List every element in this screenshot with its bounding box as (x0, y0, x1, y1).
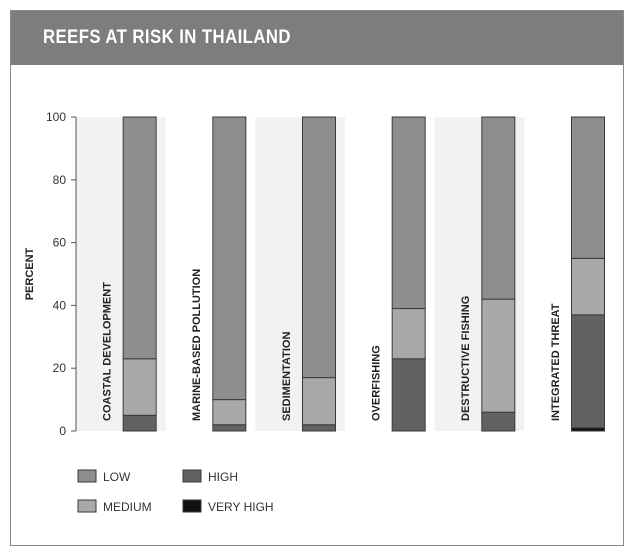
y-tick-label: 0 (59, 424, 66, 438)
category-label: SEDIMENTATION (281, 332, 293, 421)
bar-segment-medium (570, 257, 605, 316)
bar-segment-medium (481, 298, 516, 413)
y-tick-label: 20 (53, 361, 67, 375)
y-tick-label: 40 (53, 298, 67, 312)
legend-label: MEDIUM (103, 500, 152, 514)
y-tick-label: 60 (53, 236, 67, 250)
bar-segment-medium (122, 358, 157, 416)
category-label: MARINE-BASED POLLUTION (191, 269, 203, 421)
legend-label: LOW (103, 470, 131, 484)
bar-segment-high (212, 424, 247, 432)
bar-segment-high (391, 358, 426, 432)
legend-label: HIGH (208, 470, 238, 484)
bar-segment-low (122, 116, 157, 360)
bar-segment-low (212, 116, 247, 401)
category-label: COASTAL DEVELOPMENT (101, 282, 113, 421)
y-tick-label: 80 (53, 173, 67, 187)
legend-swatch-high (182, 469, 202, 483)
legend-label: VERY HIGH (208, 500, 274, 514)
category-label: DESTRUCTIVE FISHING (460, 296, 472, 421)
legend-swatch-low (77, 469, 97, 483)
bar-segment-low (570, 116, 605, 259)
chart-header: REEFS AT RISK IN THAILAND (11, 11, 623, 65)
legend-swatch-medium (77, 499, 97, 513)
legend-swatch-very-high (182, 499, 202, 513)
bar-segment-high (301, 424, 336, 432)
bar-segment-low (301, 116, 336, 379)
bar-segment-medium (391, 308, 426, 360)
bar-segment-medium (212, 399, 247, 426)
bar-segment-low (481, 116, 516, 300)
bar-segment-high (122, 414, 157, 432)
category-label: INTEGRATED THREAT (550, 303, 562, 421)
category-label: OVERFISHING (370, 345, 382, 421)
chart-title: REEFS AT RISK IN THAILAND (43, 27, 291, 48)
y-tick-label: 100 (46, 110, 66, 124)
bar-segment-high (481, 411, 516, 432)
bar-segment-high (570, 314, 605, 429)
bar-segment-medium (301, 377, 336, 426)
bar-segment-low (391, 116, 426, 310)
y-axis-title: PERCENT (24, 247, 36, 300)
